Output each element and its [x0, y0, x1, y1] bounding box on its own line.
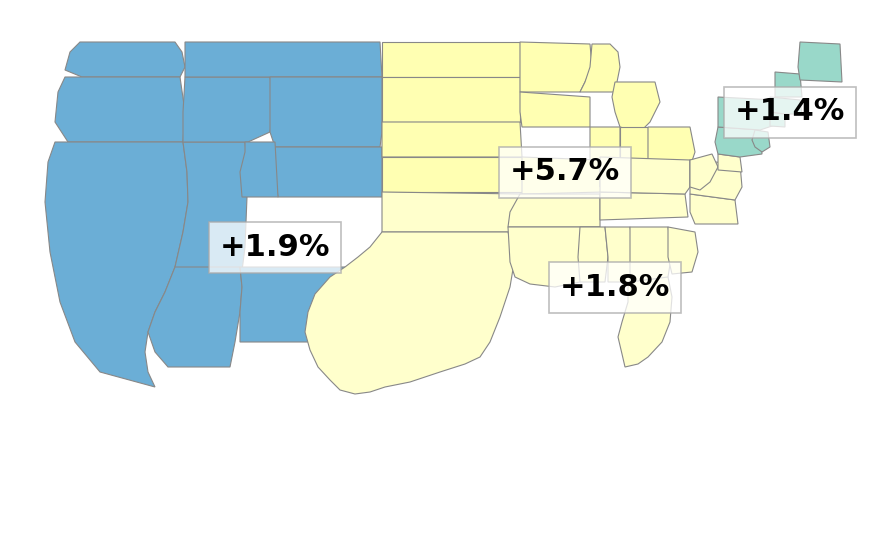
Polygon shape: [690, 194, 738, 224]
Polygon shape: [718, 97, 778, 130]
Polygon shape: [630, 227, 672, 294]
Polygon shape: [605, 227, 635, 282]
Polygon shape: [612, 82, 660, 132]
Polygon shape: [508, 227, 600, 287]
Polygon shape: [668, 227, 698, 274]
Polygon shape: [240, 142, 278, 197]
Polygon shape: [55, 77, 185, 142]
Polygon shape: [382, 42, 520, 77]
Polygon shape: [718, 154, 742, 172]
Polygon shape: [240, 267, 382, 342]
Polygon shape: [690, 154, 718, 190]
Polygon shape: [382, 157, 522, 192]
Polygon shape: [770, 97, 802, 114]
Polygon shape: [752, 130, 770, 152]
Polygon shape: [185, 42, 382, 77]
Polygon shape: [690, 160, 742, 200]
Text: +1.8%: +1.8%: [560, 273, 671, 301]
Polygon shape: [305, 232, 515, 394]
Polygon shape: [770, 112, 785, 127]
Polygon shape: [600, 192, 688, 220]
Polygon shape: [45, 142, 188, 387]
Polygon shape: [522, 157, 605, 194]
Polygon shape: [775, 72, 802, 97]
Polygon shape: [620, 127, 648, 162]
Polygon shape: [382, 192, 522, 232]
Polygon shape: [580, 44, 620, 92]
Polygon shape: [618, 277, 672, 367]
Polygon shape: [175, 142, 248, 312]
Text: +5.7%: +5.7%: [510, 158, 620, 186]
Polygon shape: [382, 77, 520, 122]
Polygon shape: [148, 267, 242, 367]
Text: +1.4%: +1.4%: [735, 98, 845, 126]
Polygon shape: [600, 157, 690, 194]
Polygon shape: [275, 147, 382, 197]
Polygon shape: [270, 77, 382, 147]
Polygon shape: [508, 194, 600, 227]
Text: +1.9%: +1.9%: [220, 233, 330, 261]
Polygon shape: [520, 42, 592, 92]
Polygon shape: [578, 227, 608, 282]
Polygon shape: [65, 42, 185, 77]
Polygon shape: [648, 127, 695, 187]
Polygon shape: [715, 127, 762, 157]
Polygon shape: [798, 42, 842, 82]
Polygon shape: [520, 92, 590, 127]
Polygon shape: [382, 122, 522, 157]
Polygon shape: [590, 127, 620, 187]
Polygon shape: [183, 77, 275, 142]
